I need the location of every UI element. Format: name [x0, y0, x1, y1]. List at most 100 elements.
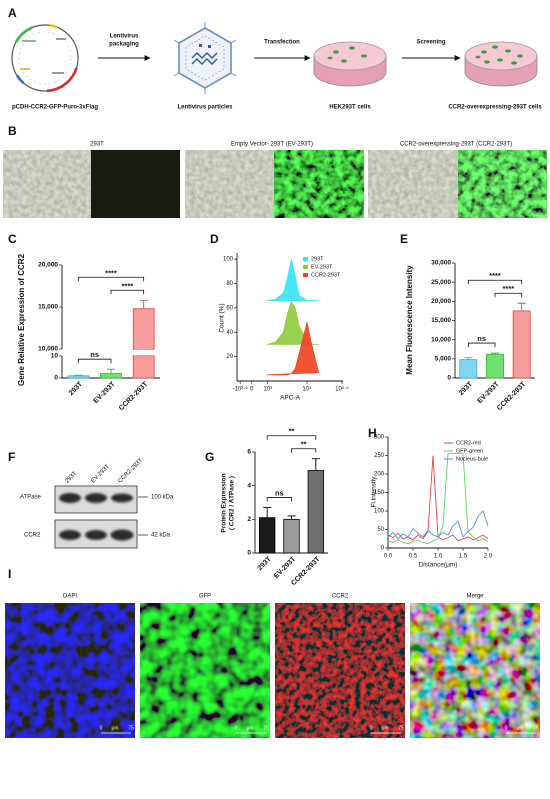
dish [313, 41, 387, 87]
significance-bracket [110, 289, 145, 295]
channel-title: Merge [466, 594, 484, 600]
bar [486, 353, 504, 379]
x-tick-label: 0.5 [409, 554, 418, 560]
item-label: Lentivirus particles [177, 105, 233, 111]
significance-label: **** [121, 281, 133, 290]
x-axis-label: Distance(μm) [419, 562, 458, 569]
significance-bracket [266, 435, 317, 440]
micrograph [274, 150, 364, 218]
y-axis-label: Protein Expression [221, 473, 228, 532]
y-tick-label: 4 [247, 482, 251, 489]
error-bar [491, 352, 499, 355]
y-axis-label: Mean Fluorescence Intensity [405, 265, 414, 375]
panel-label: B [8, 124, 17, 138]
panel-label: C [8, 232, 17, 246]
histogram-area [266, 300, 319, 345]
legend-label: Nucleus-bule [456, 456, 488, 462]
panel-label: G [205, 450, 214, 464]
micrograph [185, 150, 274, 218]
protein-label: CCR2 [24, 533, 41, 539]
error-bar [311, 458, 320, 471]
panel-label: H [368, 426, 377, 440]
plasmid [10, 23, 80, 93]
bar [512, 310, 531, 379]
bands [59, 493, 134, 541]
micrograph [410, 603, 540, 738]
x-tick-label: -10²·⁶ [233, 386, 249, 393]
panel-label: E [400, 232, 408, 246]
dish [464, 41, 538, 87]
micrograph [3, 150, 91, 218]
y-axis-label: ( CCR2 / ATPase ) [229, 476, 236, 530]
error-bar [263, 507, 272, 518]
error-bar [139, 299, 148, 309]
significance-bracket [467, 279, 523, 285]
y-tick-label: 15,000 [431, 317, 451, 324]
legend-label: EV-293T [311, 264, 333, 270]
significance-label: ns [477, 334, 486, 343]
image-title: Empty Vector- 293T (EV-293T) [231, 142, 313, 148]
significance-bracket [467, 342, 496, 348]
scale-bar-label: 0 [235, 725, 238, 731]
x-tick-label: 10⁵·⁵ [335, 386, 349, 393]
legend-label: CCR2-red [456, 440, 481, 446]
panel-label: D [210, 232, 219, 246]
legend-swatch [303, 257, 308, 261]
x-tick-label: CCR2-293T [496, 380, 528, 412]
y-tick-label: 10,000 [38, 346, 58, 353]
y-axis-label: Fl.intensity [371, 476, 378, 508]
y-tick-label: 15,000 [38, 304, 58, 311]
micrograph [5, 603, 135, 738]
scale-bar-label: 75 [533, 725, 539, 731]
y-tick-label: 250 [374, 453, 385, 459]
x-tick-label: 10⁴ [302, 386, 312, 393]
y-tick-label: 0 [381, 546, 385, 552]
significance-label: ** [289, 427, 295, 436]
step-label: Lentivirus [110, 34, 139, 40]
scale-bar-label: μm [381, 725, 388, 731]
item-label: HEK293T cells [329, 105, 371, 111]
y-tick-label: 0 [54, 375, 58, 382]
axis-break [58, 350, 162, 355]
item-label: pCDH-CCR2-GFP-Puro-3xFlag [12, 105, 98, 111]
y-tick-label: 0 [247, 550, 251, 557]
significance-bracket [291, 448, 317, 453]
step-label: packaging [109, 42, 139, 48]
x-tick-label: 0 [250, 387, 254, 393]
item-label: CCR2-overexpressing-293T cells [448, 105, 542, 111]
scale-bar-label: 75 [263, 725, 269, 731]
significance-label: **** [489, 271, 501, 280]
significance-label: **** [105, 268, 117, 277]
channel-title: CCR2 [332, 594, 349, 600]
y-tick-label: 100 [374, 509, 385, 515]
significance-label: ns [90, 350, 99, 359]
bar [132, 308, 155, 379]
image-title: 293T [90, 142, 104, 148]
x-axis-label: APC-A [280, 395, 301, 402]
scale-bar-label: 75 [398, 725, 404, 731]
y-tick-label: 10 [51, 353, 59, 360]
lane-label: CCR2-293T [117, 457, 144, 484]
micrograph [275, 603, 405, 738]
significance-bracket [494, 292, 523, 298]
y-tick-label: 80 [226, 281, 233, 287]
significance-label: ns [275, 489, 284, 498]
y-axis-label: Count (%) [219, 303, 226, 332]
line [387, 453, 489, 545]
panel-label: A [8, 6, 17, 20]
y-tick-label: 300 [374, 435, 385, 441]
panel-label: F [8, 450, 15, 464]
bar [100, 373, 122, 379]
legend-swatch [303, 265, 308, 269]
y-tick-label: 30,000 [431, 260, 451, 267]
histogram-area [266, 322, 320, 376]
significance-label: ** [301, 440, 307, 449]
x-tick-label: CCR2-293T [118, 380, 150, 412]
x-tick-label: EV-293T [273, 555, 298, 580]
x-tick-label: EV-293T [92, 380, 117, 405]
brightfield: 293T Empty Vector- 293T (EV-293T) CCR2-o… [3, 142, 547, 218]
legend-label: 293T [311, 256, 324, 262]
x-tick-label: 1.0 [434, 554, 443, 560]
scale-bar-label: μm [516, 725, 523, 731]
